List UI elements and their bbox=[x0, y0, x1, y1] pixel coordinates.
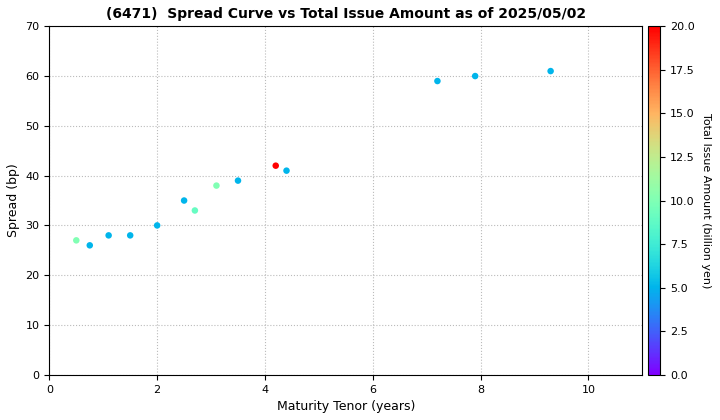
Point bbox=[233, 177, 244, 184]
Point bbox=[103, 232, 114, 239]
Point bbox=[270, 162, 282, 169]
Point bbox=[469, 73, 481, 79]
Y-axis label: Total Issue Amount (billion yen): Total Issue Amount (billion yen) bbox=[701, 113, 711, 288]
Point bbox=[71, 237, 82, 244]
Point bbox=[211, 182, 222, 189]
Point bbox=[84, 242, 96, 249]
Point bbox=[281, 167, 292, 174]
Point bbox=[432, 78, 444, 84]
X-axis label: Maturity Tenor (years): Maturity Tenor (years) bbox=[276, 400, 415, 413]
Point bbox=[151, 222, 163, 229]
Point bbox=[189, 207, 201, 214]
Point bbox=[125, 232, 136, 239]
Y-axis label: Spread (bp): Spread (bp) bbox=[7, 164, 20, 237]
Point bbox=[179, 197, 190, 204]
Title: (6471)  Spread Curve vs Total Issue Amount as of 2025/05/02: (6471) Spread Curve vs Total Issue Amoun… bbox=[106, 7, 586, 21]
Point bbox=[545, 68, 557, 74]
